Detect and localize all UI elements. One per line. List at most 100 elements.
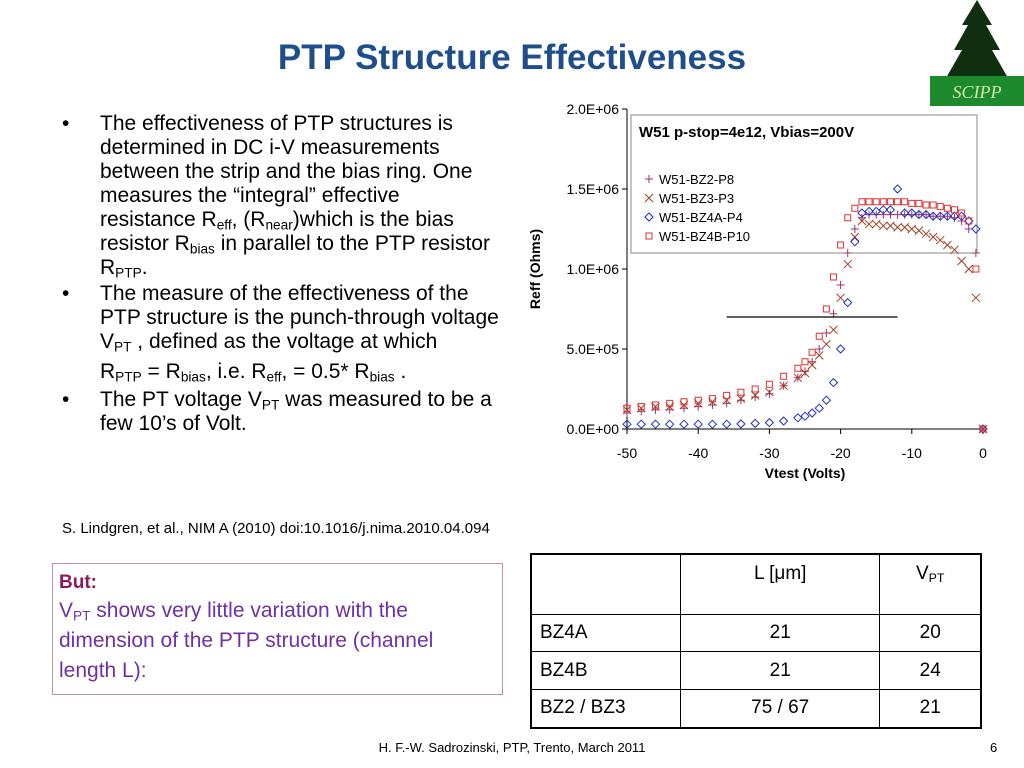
data-point <box>850 232 860 242</box>
note-heading: But: <box>59 572 97 593</box>
data-point <box>844 214 852 222</box>
data-point <box>915 199 923 207</box>
chart: 0.0E+00 5.0E+05 1.0E+06 1.5E+06 2.0E+06 -50 -4… <box>527 101 988 481</box>
header-cell: VPT <box>879 553 982 615</box>
data-point <box>858 198 866 206</box>
subscript: bias <box>189 241 215 257</box>
legend-label: W51-BZ4B-P10 <box>659 229 750 244</box>
data-point <box>935 211 945 221</box>
data-point <box>936 203 944 211</box>
data-point <box>971 293 981 303</box>
data-point <box>879 198 887 206</box>
data-point <box>780 372 788 380</box>
text-run: , i.e. R <box>205 360 267 383</box>
data-point <box>971 249 980 257</box>
data-point <box>800 411 810 421</box>
text-run: )which is the bias resistor R <box>100 208 454 255</box>
data-point <box>894 198 902 206</box>
data-point <box>707 419 718 429</box>
legend-marker <box>644 212 654 222</box>
data-point <box>814 403 824 413</box>
y-tick-label: 1.0E+06 <box>566 261 619 277</box>
data-point <box>851 204 859 212</box>
data-point <box>943 240 952 250</box>
text-run: . <box>394 360 407 383</box>
data-point <box>778 416 789 426</box>
bullet-list: • The effectiveness of PTP structures is … <box>58 112 500 438</box>
text-run: shows very little variation with the dim… <box>59 599 434 682</box>
logo: SCIPP <box>930 0 1024 106</box>
data-point <box>865 210 874 219</box>
data-point <box>901 198 909 206</box>
data-point <box>651 401 659 409</box>
data-point <box>650 419 661 429</box>
legend-label: W51-BZ3-P3 <box>659 191 734 206</box>
text-run: V <box>915 563 929 584</box>
data-point <box>800 368 810 378</box>
x-axis-label: Vtest (Volts) <box>765 465 846 481</box>
data-point <box>979 425 987 433</box>
data-point <box>893 210 902 219</box>
data-point <box>814 351 824 360</box>
table-cell: BZ2 / BZ3 <box>530 688 681 729</box>
data-point <box>864 206 874 217</box>
data-point <box>857 216 867 226</box>
note-box: But: VPT shows very little variation wit… <box>52 563 503 695</box>
data-point <box>900 223 910 232</box>
data-point <box>928 211 938 221</box>
bullet: • The PT voltage VPT was measured to be a… <box>62 388 500 436</box>
table-cell: 21 <box>879 688 982 729</box>
data-point <box>879 210 888 219</box>
data-point <box>801 367 809 376</box>
x-tick-label: -30 <box>759 445 779 461</box>
data-point <box>865 198 873 206</box>
x-tick-label: -50 <box>617 445 637 461</box>
table-cell: 24 <box>879 651 982 690</box>
data-point <box>942 211 953 221</box>
data-point <box>885 205 896 215</box>
data-point <box>921 229 931 239</box>
data-point <box>828 377 839 388</box>
data-point <box>957 256 966 266</box>
data-point <box>737 388 745 396</box>
data-point <box>822 329 831 337</box>
data-point <box>693 419 703 429</box>
data-point <box>765 389 774 398</box>
data-point <box>871 206 881 217</box>
data-point <box>822 305 830 313</box>
data-point <box>958 209 966 217</box>
data-point <box>878 221 888 231</box>
data-point <box>949 211 960 221</box>
text-run: V <box>59 599 74 622</box>
subscript: eff <box>216 217 232 233</box>
page-number: 6 <box>990 740 998 755</box>
data-point <box>736 394 746 403</box>
data-point <box>864 219 874 229</box>
text-run: = R <box>141 360 181 383</box>
text-run: . <box>141 256 148 279</box>
subscript: PT <box>73 608 91 624</box>
subscript: PTP <box>115 369 142 385</box>
x-tick-label: -10 <box>902 445 922 461</box>
text-run: in parallel to the PTP resistor R <box>100 232 490 279</box>
data-point <box>965 217 973 225</box>
table-cell: 20 <box>879 613 982 653</box>
subscript: PT <box>928 571 945 586</box>
data-point <box>822 339 831 349</box>
data-point <box>857 208 867 218</box>
data-point <box>637 403 645 411</box>
data-point <box>794 364 802 372</box>
text-run: The effectiveness of PTP structures is d… <box>100 112 473 231</box>
table-cell: BZ4B <box>530 651 681 690</box>
y-axis-label: Reff (Ohms) <box>527 229 543 309</box>
slide-title: PTP Structure Effectiveness <box>277 38 747 77</box>
legend-marker <box>644 193 654 203</box>
data-point <box>843 297 853 308</box>
legend-marker <box>645 232 653 240</box>
data-point <box>922 201 930 209</box>
data-point <box>837 241 845 249</box>
data-point <box>836 293 845 303</box>
data-point <box>850 237 860 247</box>
subscript: PT <box>114 339 132 355</box>
data-point <box>886 198 894 206</box>
